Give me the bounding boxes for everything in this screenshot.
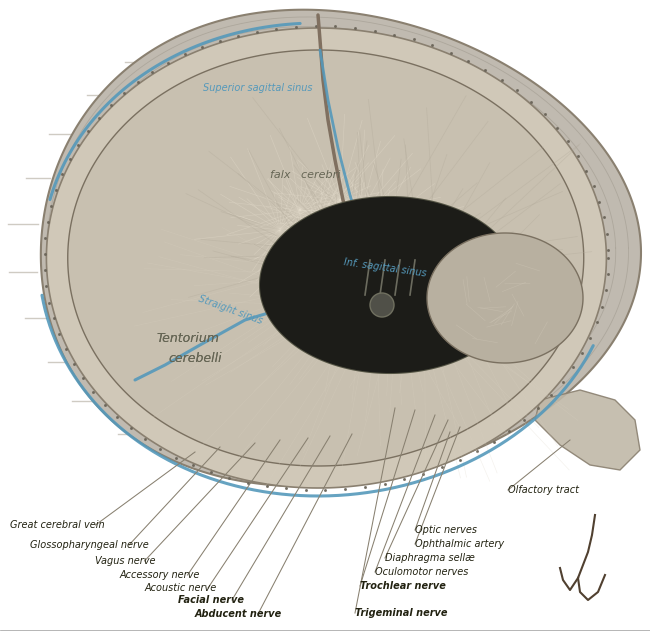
Polygon shape	[46, 28, 606, 488]
Text: Tentorium: Tentorium	[157, 331, 220, 345]
Text: Great cerebral vein: Great cerebral vein	[10, 520, 105, 530]
Text: Acoustic nerve: Acoustic nerve	[145, 583, 217, 593]
Text: Diaphragma sellæ: Diaphragma sellæ	[385, 553, 475, 563]
Text: cerebelli: cerebelli	[168, 352, 222, 364]
Polygon shape	[41, 10, 641, 487]
Text: Accessory nerve: Accessory nerve	[120, 570, 200, 580]
Text: Optic nerves: Optic nerves	[415, 525, 477, 535]
Text: Facial nerve: Facial nerve	[178, 595, 244, 605]
Text: Olfactory tract: Olfactory tract	[508, 485, 579, 495]
Text: Vagus nerve: Vagus nerve	[95, 556, 155, 566]
Text: falx   cerebri: falx cerebri	[270, 170, 340, 180]
Polygon shape	[260, 197, 520, 373]
Circle shape	[370, 293, 394, 317]
Text: cerebelli: cerebelli	[168, 352, 222, 364]
Polygon shape	[68, 50, 584, 466]
Text: Inf. sagittal sinus: Inf. sagittal sinus	[343, 257, 427, 279]
Text: Abducent nerve: Abducent nerve	[195, 609, 282, 619]
Text: Superior sagittal sinus: Superior sagittal sinus	[203, 83, 313, 93]
Text: Tentorium: Tentorium	[157, 331, 220, 345]
Text: Ophthalmic artery: Ophthalmic artery	[415, 539, 504, 549]
Text: Trochlear nerve: Trochlear nerve	[360, 581, 446, 591]
Text: Oculomotor nerves: Oculomotor nerves	[375, 567, 469, 577]
Text: Glossopharyngeal nerve: Glossopharyngeal nerve	[30, 540, 149, 550]
Text: Trigeminal nerve: Trigeminal nerve	[355, 608, 447, 618]
Text: Straight sinus: Straight sinus	[196, 294, 263, 326]
Polygon shape	[535, 390, 640, 470]
Polygon shape	[427, 233, 583, 363]
